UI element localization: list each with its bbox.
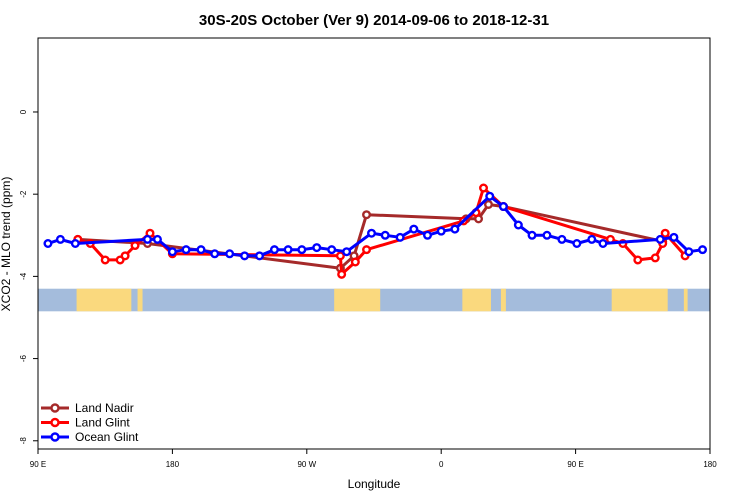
y-tick-label: -8 — [19, 437, 28, 445]
data-point-ocean-glint — [240, 251, 250, 261]
legend-label: Ocean Glint — [75, 430, 139, 444]
series-ocean-glint — [43, 191, 708, 261]
data-point-land-nadir — [483, 199, 493, 209]
land-mass — [611, 288, 668, 312]
x-axis-label: Longitude — [348, 477, 401, 491]
data-point-ocean-glint — [269, 245, 279, 255]
x-tick-label: 180 — [166, 460, 180, 469]
land-mass — [137, 288, 143, 312]
data-point-land-glint — [350, 257, 360, 267]
data-point-ocean-glint — [312, 243, 322, 253]
data-point-ocean-glint — [327, 245, 337, 255]
data-point-ocean-glint — [55, 234, 65, 244]
x-tick-label: 180 — [703, 460, 717, 469]
x-tick-label: 0 — [439, 460, 444, 469]
data-point-ocean-glint — [450, 224, 460, 234]
data-point-land-glint — [130, 241, 140, 251]
legend-label: Land Nadir — [75, 401, 134, 415]
data-point-land-glint — [633, 255, 643, 265]
data-point-ocean-glint — [409, 224, 419, 234]
legend-item-land-glint: Land Glint — [41, 416, 130, 430]
plot-frame — [37, 37, 711, 450]
data-point-ocean-glint — [43, 238, 53, 248]
data-point-ocean-glint — [598, 238, 608, 248]
data-point-land-glint — [337, 269, 347, 279]
land-mass — [683, 288, 688, 312]
land-sea-band — [38, 288, 710, 312]
data-point-ocean-glint — [380, 230, 390, 240]
y-tick-label: -2 — [19, 190, 28, 198]
data-point-ocean-glint — [255, 251, 265, 261]
data-point-ocean-glint — [485, 191, 495, 201]
data-point-ocean-glint — [669, 232, 679, 242]
data-point-ocean-glint — [196, 245, 206, 255]
series-line-land-glint — [77, 186, 687, 276]
data-point-land-nadir — [362, 210, 372, 220]
data-point-ocean-glint — [684, 247, 694, 257]
data-point-ocean-glint — [283, 245, 293, 255]
axes: 90 E 180 90 W 0 90 E 180 0 -2 -4 -6 -8 — [19, 109, 717, 469]
x-tick-label: 90 E — [567, 460, 583, 469]
y-axis-label: XCO2 - MLO trend (ppm) — [0, 177, 13, 312]
data-point-ocean-glint — [181, 245, 191, 255]
data-point-ocean-glint — [143, 234, 153, 244]
legend-label: Land Glint — [75, 416, 130, 430]
data-point-ocean-glint — [542, 230, 552, 240]
data-point-land-glint — [660, 228, 670, 238]
data-point-ocean-glint — [423, 230, 433, 240]
legend-marker — [50, 432, 60, 442]
data-point-land-glint — [650, 253, 660, 263]
data-point-ocean-glint — [655, 234, 665, 244]
land-mass — [334, 288, 381, 312]
y-tick-label: -4 — [19, 272, 28, 280]
legend-item-ocean-glint: Ocean Glint — [41, 430, 139, 444]
land-mass — [500, 288, 506, 312]
data-point-ocean-glint — [527, 230, 537, 240]
data-point-ocean-glint — [587, 234, 597, 244]
data-point-ocean-glint — [572, 238, 582, 248]
data-point-ocean-glint — [297, 245, 307, 255]
data-point-ocean-glint — [557, 234, 567, 244]
y-tick-label: 0 — [19, 109, 28, 114]
data-point-ocean-glint — [436, 226, 446, 236]
data-point-land-glint — [362, 245, 372, 255]
data-point-ocean-glint — [152, 234, 162, 244]
data-point-ocean-glint — [167, 247, 177, 257]
data-point-land-glint — [335, 251, 345, 261]
data-point-ocean-glint — [210, 249, 220, 259]
x-tick-label: 90 W — [297, 460, 316, 469]
legend-marker — [50, 403, 60, 413]
data-point-land-glint — [120, 251, 130, 261]
legend-item-land-nadir: Land Nadir — [41, 401, 134, 415]
data-point-land-glint — [100, 255, 110, 265]
data-point-ocean-glint — [367, 228, 377, 238]
data-point-ocean-glint — [498, 202, 508, 212]
chart-title: 30S-20S October (Ver 9) 2014-09-06 to 20… — [199, 12, 549, 29]
data-point-ocean-glint — [698, 245, 708, 255]
data-point-ocean-glint — [513, 220, 523, 230]
data-point-ocean-glint — [225, 249, 235, 259]
data-point-ocean-glint — [70, 238, 80, 248]
series-land-glint — [73, 183, 690, 279]
data-point-land-glint — [479, 183, 489, 193]
y-tick-label: -6 — [19, 354, 28, 362]
x-tick-label: 90 E — [30, 460, 46, 469]
data-point-ocean-glint — [342, 247, 352, 257]
series-layer — [43, 183, 708, 279]
land-mass — [462, 288, 491, 312]
legend-marker — [50, 417, 60, 428]
data-point-ocean-glint — [395, 232, 405, 242]
land-mass — [76, 288, 132, 312]
